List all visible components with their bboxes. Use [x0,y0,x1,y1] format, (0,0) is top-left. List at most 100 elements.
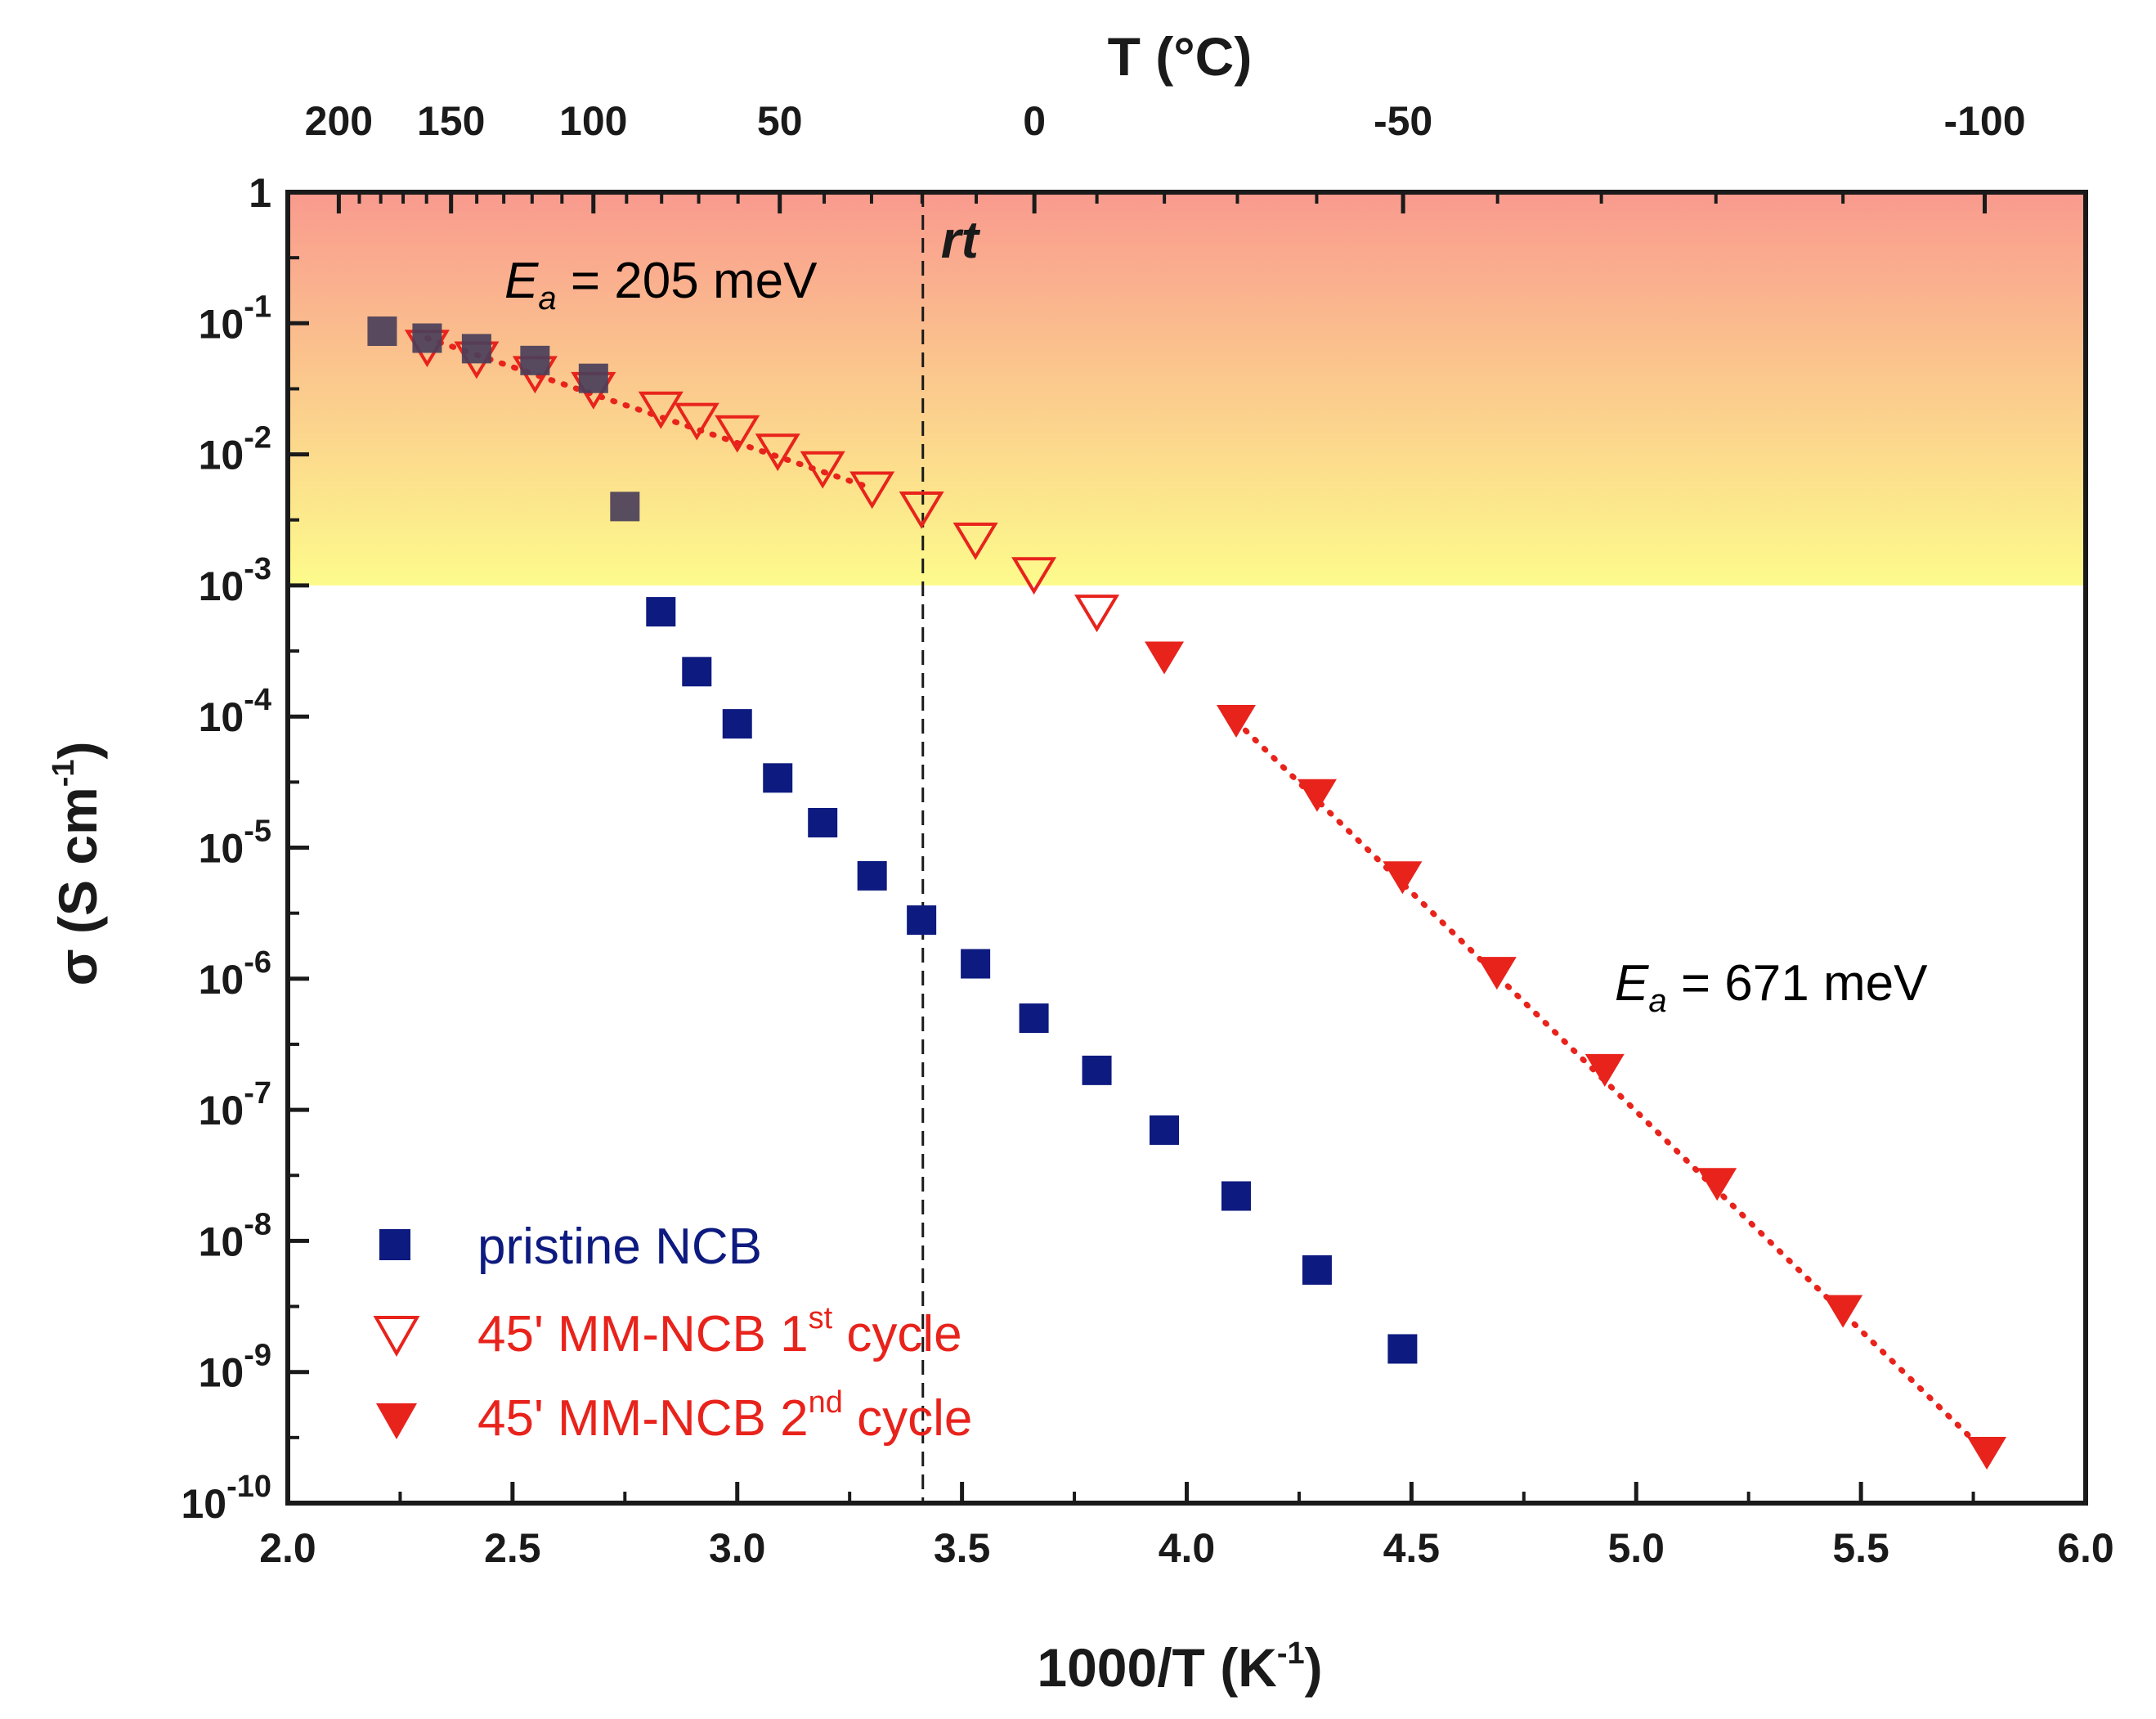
top-tick-labels: 200 150 100 50 0 -50 -100 [305,98,2026,144]
legend-label-2nd-cycle: 45' MM-NCB 2nd cycle [477,1385,972,1447]
fit-lines [424,334,1990,1456]
second-cycle-point [1967,1437,2007,1470]
y-tick-label: 10-9 [199,1339,271,1396]
annot-2-sub: a [1648,983,1666,1019]
first-cycle-point [1074,595,1120,633]
x-tick-label: 3.0 [709,1525,766,1571]
legend-label-pristine: pristine NCB [477,1219,762,1275]
second-cycle-point [1823,1295,1863,1328]
y-tick-label: 10-3 [199,552,271,609]
first-cycle-point [800,451,845,489]
legend: pristine NCB 45' MM-NCB 1st cycle 45' MM… [373,1219,972,1447]
annot-1-sub: a [538,281,556,316]
second-cycle-point [1383,861,1423,895]
second-cycle-point [1697,1168,1737,1201]
first-cycle-point [715,415,760,453]
first-cycle-point [899,491,944,529]
top-tick-label: -50 [1374,98,1432,144]
second-cycle-point [1585,1053,1625,1087]
x-axis-title-main: 1000/T (K [1037,1637,1277,1698]
top-tick-label: 200 [305,98,373,144]
top-tick-label: 100 [559,98,627,144]
first-cycle-point [638,391,684,429]
legend-1st-sup: st [809,1301,833,1335]
y-tick-label: 10-2 [199,421,271,478]
pristine-point [907,905,937,936]
annot-2-symbol: E [1615,955,1649,1012]
x-tick-label: 3.5 [934,1525,991,1571]
legend-2nd-sup: nd [809,1385,843,1420]
legend-marker-2nd-cycle [376,1403,417,1439]
y-tick-label: 10-7 [199,1076,271,1133]
axis-ticks [285,190,2088,1506]
pristine-point [1387,1334,1418,1364]
x-tick-label: 5.5 [1832,1525,1889,1571]
pristine-point [610,491,640,522]
top-tick-label: 0 [1023,98,1046,144]
pristine-point [763,763,793,793]
pristine-point [520,345,550,375]
y-axis-title-main: σ (S cm [47,787,108,985]
x-tick-label: 2.5 [484,1525,541,1571]
annot-2-value: = 671 meV [1667,955,1928,1012]
y-axis-title-sup: -1 [47,759,81,787]
legend-label-1st-cycle: 45' MM-NCB 1st cycle [477,1301,962,1362]
pristine-point [461,334,491,364]
legend-marker-1st-cycle [373,1316,420,1358]
second-cycle-point [1145,641,1185,675]
annot-1-symbol: E [504,253,539,309]
x-tick-label: 6.0 [2057,1525,2114,1571]
first-cycle-point [849,471,895,509]
y-axis-title-end: ) [47,742,108,760]
x-tick-label: 2.0 [259,1525,316,1571]
pristine-point [646,597,676,627]
x-tick-label: 5.0 [1607,1525,1665,1571]
first-cycle-point [1011,557,1057,595]
activation-energy-2nd-cycle: Ea = 671 meV [1615,955,1928,1019]
pristine-point [412,323,442,353]
first-cycle-point [755,433,800,472]
y-tick-label: 10-8 [199,1207,271,1264]
x-tick-label: 4.5 [1383,1525,1441,1571]
y-tick-label: 1 [249,170,271,216]
second-cycle-point [1216,705,1256,738]
top-tick-label: -100 [1943,98,2025,144]
x-tick-labels: 2.0 2.5 3.0 3.5 4.0 4.5 5.0 5.5 6.0 [259,1525,2114,1571]
second-cycle-point [1477,957,1517,990]
y-axis-title: σ (S cm-1) [47,742,108,986]
x-axis-title: 1000/T (K-1) [1037,1636,1322,1698]
data-markers [367,316,2007,1470]
x-axis-title-end: ) [1305,1637,1323,1698]
legend-1st-main: 45' MM-NCB 1 [477,1306,809,1362]
legend-marker-pristine [379,1229,410,1260]
pristine-point [578,363,608,393]
y-tick-label: 10-1 [199,289,271,347]
pristine-point [722,709,752,739]
top-tick-label: 50 [757,98,803,144]
pristine-point [1302,1254,1332,1285]
y-tick-label: 10-10 [181,1470,271,1527]
fit-line-2 [1233,718,1990,1456]
y-tick-label: 10-5 [199,815,271,872]
pristine-point [1221,1181,1251,1211]
annot-1-value: = 205 meV [557,253,818,309]
first-cycle-point [952,523,998,560]
pristine-point [961,949,991,979]
high-conductivity-band [288,192,2086,586]
pristine-point [367,316,397,346]
pristine-point [1082,1055,1112,1085]
pristine-point [1019,1003,1049,1034]
legend-1st-end: cycle [832,1306,961,1362]
top-axis-title: T (°C) [1108,26,1253,87]
x-axis-title-sup: -1 [1277,1636,1305,1671]
pristine-point [682,657,712,687]
top-tick-label: 150 [417,98,485,144]
legend-2nd-end: cycle [843,1390,972,1447]
x-tick-label: 4.0 [1159,1525,1216,1571]
y-tick-labels: 1 10-1 10-2 10-3 10-4 10-5 10-6 10-7 10-8 10-9 10-… [181,170,271,1527]
legend-2nd-main: 45' MM-NCB 2 [477,1390,809,1447]
y-tick-label: 10-4 [199,683,271,740]
first-cycle-point [674,402,719,441]
activation-energy-1st-cycle: Ea = 205 meV [504,253,818,316]
